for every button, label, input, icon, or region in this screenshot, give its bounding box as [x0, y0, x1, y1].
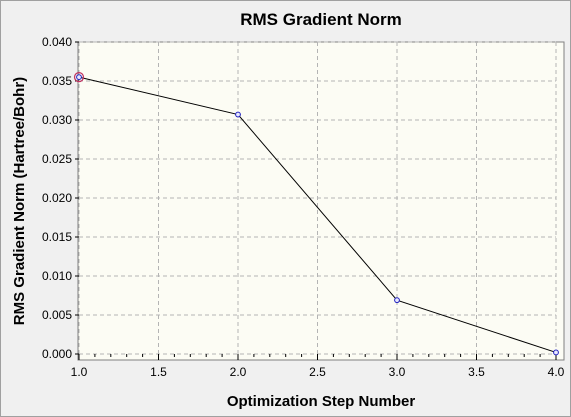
y-tick-label: 0.025: [42, 152, 72, 166]
y-tick-label: 0.040: [42, 35, 72, 49]
highlighted-point-ring[interactable]: [73, 71, 85, 83]
x-tick-label: 1.0: [71, 365, 88, 379]
x-tick-label: 1.5: [150, 365, 167, 379]
x-tick-label: 4.0: [548, 365, 565, 379]
x-tick-label: 3.0: [389, 365, 406, 379]
y-tick-label: 0.010: [42, 269, 72, 283]
x-tick-label: 2.5: [309, 365, 326, 379]
data-point[interactable]: [553, 349, 559, 356]
x-tick-label: 2.0: [230, 365, 247, 379]
y-tick-label: 0.015: [42, 230, 72, 244]
grid-lines: [78, 41, 557, 355]
y-tick-label: 0.005: [42, 308, 72, 322]
chart-title: RMS Gradient Norm: [240, 10, 402, 29]
y-tick-label: 0.000: [42, 347, 72, 361]
series-line-path: [78, 76, 557, 353]
data-point[interactable]: [235, 111, 241, 118]
y-tick-label: 0.030: [42, 113, 72, 127]
data-point[interactable]: [394, 297, 400, 304]
plot-area: [77, 41, 565, 361]
y-axis-label: RMS Gradient Norm (Hartree/Bohr): [11, 77, 28, 325]
x-axis-ticks: 1.0 1.5 2.0 2.5 3.0 3.5 4.0: [71, 354, 565, 379]
x-axis-label: Optimization Step Number: [227, 393, 416, 410]
series-line: [73, 71, 559, 356]
data-point[interactable]: [76, 74, 82, 80]
y-axis-ticks: 0.000 0.005 0.010 0.015 0.020 0.025 0.030 0.035…: [42, 35, 79, 361]
y-tick-label: 0.020: [42, 191, 72, 205]
x-tick-label: 3.5: [468, 365, 485, 379]
y-tick-label: 0.035: [42, 74, 72, 88]
